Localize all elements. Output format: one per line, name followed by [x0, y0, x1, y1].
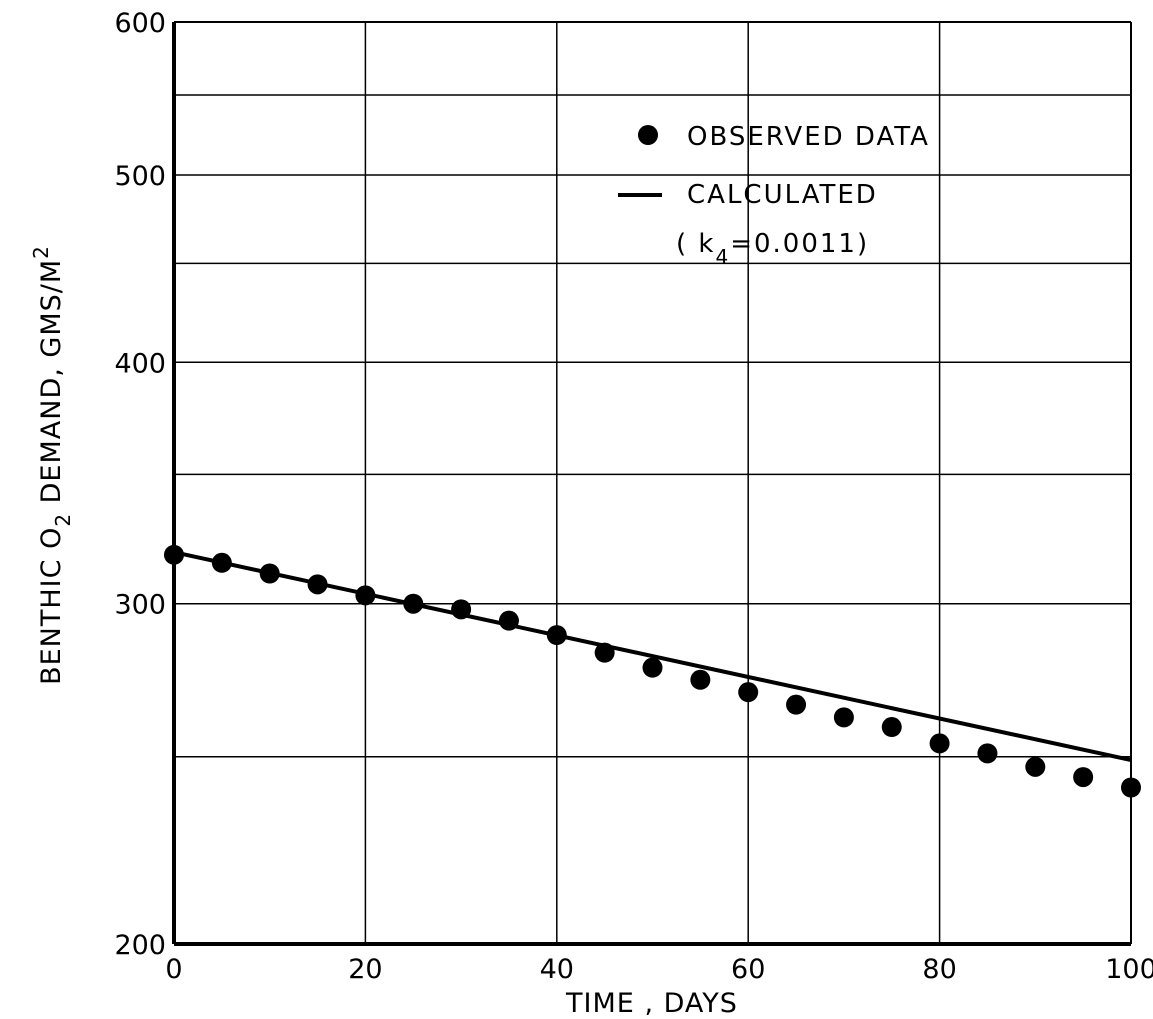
observed-point [1025, 756, 1046, 777]
observed-point [642, 657, 663, 678]
y-axis-label-middle: DEMAND, GMS/M [36, 259, 67, 513]
legend-label-parameter: ( k4=0.0011) [676, 229, 869, 269]
legend-parameter-subscript: 4 [715, 245, 730, 269]
y-tick-label: 300 [114, 590, 166, 621]
observed-point [929, 733, 950, 754]
y-tick-labels: 200 300 400 500 600 [114, 8, 166, 961]
observed-point [690, 669, 711, 690]
legend-parameter-prefix: ( k [676, 229, 715, 259]
x-axis-label: TIME , DAYS [565, 988, 738, 1019]
observed-point [355, 585, 376, 606]
legend-dot-marker [638, 125, 658, 145]
observed-point [307, 574, 328, 595]
x-tick-labels: 0 20 40 60 80 100 [165, 954, 1153, 985]
observed-point [881, 717, 902, 738]
observed-point [451, 599, 472, 620]
y-tick-label: 600 [114, 8, 166, 39]
observed-point [211, 552, 232, 573]
observed-point [164, 544, 184, 565]
calculated-series [173, 550, 1132, 763]
observed-point [977, 743, 998, 764]
grid [174, 22, 1131, 944]
x-tick-label: 20 [348, 954, 382, 985]
observed-point [1121, 777, 1141, 798]
y-tick-label: 200 [114, 930, 166, 961]
observed-point [786, 694, 807, 715]
y-axis-label-prefix: BENTHIC O [36, 527, 67, 685]
x-tick-label: 0 [165, 954, 182, 985]
observed-point [498, 610, 519, 631]
observed-point [259, 563, 280, 584]
observed-point [546, 625, 567, 646]
observed-point [738, 682, 759, 703]
legend-label-calculated: CALCULATED [687, 180, 878, 210]
legend-parameter-suffix: =0.0011) [730, 229, 869, 259]
legend: OBSERVED DATA CALCULATED ( k4=0.0011) [618, 122, 930, 269]
y-tick-label: 400 [114, 348, 166, 379]
y-tick-label: 500 [114, 161, 166, 192]
observed-point [403, 593, 424, 614]
y-axis-label: BENTHIC O2 DEMAND, GMS/M2 [29, 245, 75, 685]
calculated-line [173, 550, 1132, 763]
x-tick-label: 60 [731, 954, 765, 985]
x-tick-label: 100 [1105, 954, 1153, 985]
y-axis-label-subscript: 2 [51, 513, 75, 527]
observed-point [1073, 767, 1094, 788]
observed-point [594, 642, 615, 663]
plot-frame [172, 21, 1132, 946]
legend-label-observed: OBSERVED DATA [687, 122, 930, 152]
observed-point [833, 707, 854, 728]
y-axis-label-superscript: 2 [29, 245, 53, 259]
observed-series [164, 544, 1141, 798]
x-tick-label: 40 [540, 954, 574, 985]
x-tick-label: 80 [922, 954, 956, 985]
